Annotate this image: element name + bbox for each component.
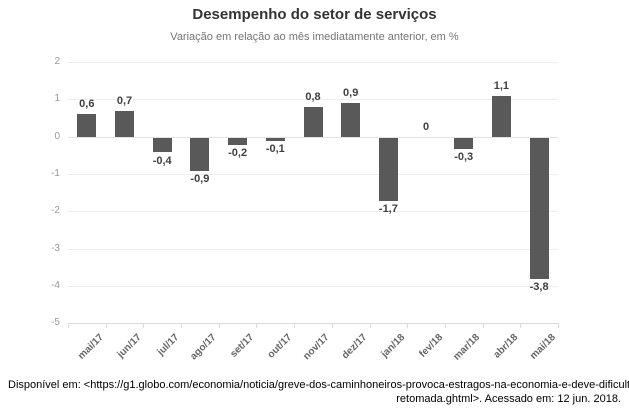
chart-subtitle: Variação em relação ao mês imediatamente… [170,31,459,43]
y-axis-tick-label: -3 [51,242,60,254]
x-axis-tick [181,323,183,329]
x-axis-tick [68,323,69,329]
y-axis-tick-label: 2 [54,56,60,67]
bar [491,95,511,137]
bar-value-label: 0,7 [116,94,133,107]
gridline [68,136,558,138]
bar-value-label: -0,2 [228,147,248,160]
bar [190,137,210,172]
x-axis-tick [482,323,484,329]
bar-value-label: 0,9 [343,87,359,99]
y-axis-tick-label: -1 [51,167,60,179]
bar-value-label: -0,3 [454,150,474,163]
bar [454,137,474,149]
x-axis-category-label: jun/17 [115,332,144,361]
bar [265,137,285,142]
x-axis-tick [256,323,258,329]
source-caption: Disponível em: <https://g1.globo.com/eco… [8,378,629,406]
x-axis-category-label: dez/17 [340,332,370,362]
source-caption-line-1: Disponível em: <https://g1.globo.com/eco… [8,379,629,391]
bar [115,110,134,137]
y-axis-tick-label: -2 [51,205,60,217]
gridline [68,248,558,250]
x-axis-line [68,323,559,325]
chart-title: Desempenho do setor de serviços [192,6,437,23]
y-axis-tick-label: -4 [51,279,60,291]
bar-value-label: -3,8 [529,281,549,294]
bar-value-label: -0,4 [152,154,172,167]
gridline [68,285,558,287]
bar-value-label: -1,7 [378,203,398,215]
x-axis-tick [369,323,371,329]
x-axis-tick [143,323,145,329]
x-axis-tick [331,323,333,329]
gridline [68,211,558,213]
source-caption-line-2: retomada.ghtml>. Acessado em: 12 jun. 20… [396,393,621,405]
x-axis-category-label: ago/17 [188,332,219,363]
bar-value-label: 0 [423,120,430,133]
bar [228,137,248,146]
x-axis-category-label: out/17 [265,332,295,361]
gridline [68,62,558,63]
y-axis-tick-label: 1 [54,93,60,105]
x-axis-category-label: mai/18 [528,332,558,362]
bar [152,137,172,153]
x-axis-category-label: set/17 [228,332,257,360]
x-axis-tick [444,323,446,329]
bar [378,137,398,201]
x-axis-tick [407,323,409,329]
x-axis-tick [294,323,296,329]
bar-value-label: 0,8 [305,90,321,103]
bar [529,137,549,280]
bar-value-label: -0,1 [265,143,285,156]
x-axis-category-label: jan/18 [379,332,408,360]
x-axis-tick [558,323,559,329]
y-axis-tick-label: 0 [54,130,60,142]
bar-value-label: -0,9 [190,173,210,186]
bar-value-label: 0,6 [79,98,95,111]
x-axis-category-label: fev/18 [417,332,445,360]
x-axis-category-label: nov/17 [301,332,332,363]
bar [77,114,97,137]
x-axis-category-label: mai/17 [75,332,106,362]
x-axis-category-label: jul/17 [155,332,181,358]
bar [303,106,323,137]
x-axis-tick [218,323,220,329]
gridline [68,99,558,101]
x-axis-category-label: mar/18 [451,332,483,363]
x-axis-tick [520,323,522,329]
x-axis-category-label: abr/18 [491,332,521,361]
gridline [68,173,558,175]
bar-value-label: 1,1 [493,79,510,92]
y-axis-tick-label: -5 [51,317,60,329]
x-axis-tick [105,323,107,329]
bar [341,103,361,137]
